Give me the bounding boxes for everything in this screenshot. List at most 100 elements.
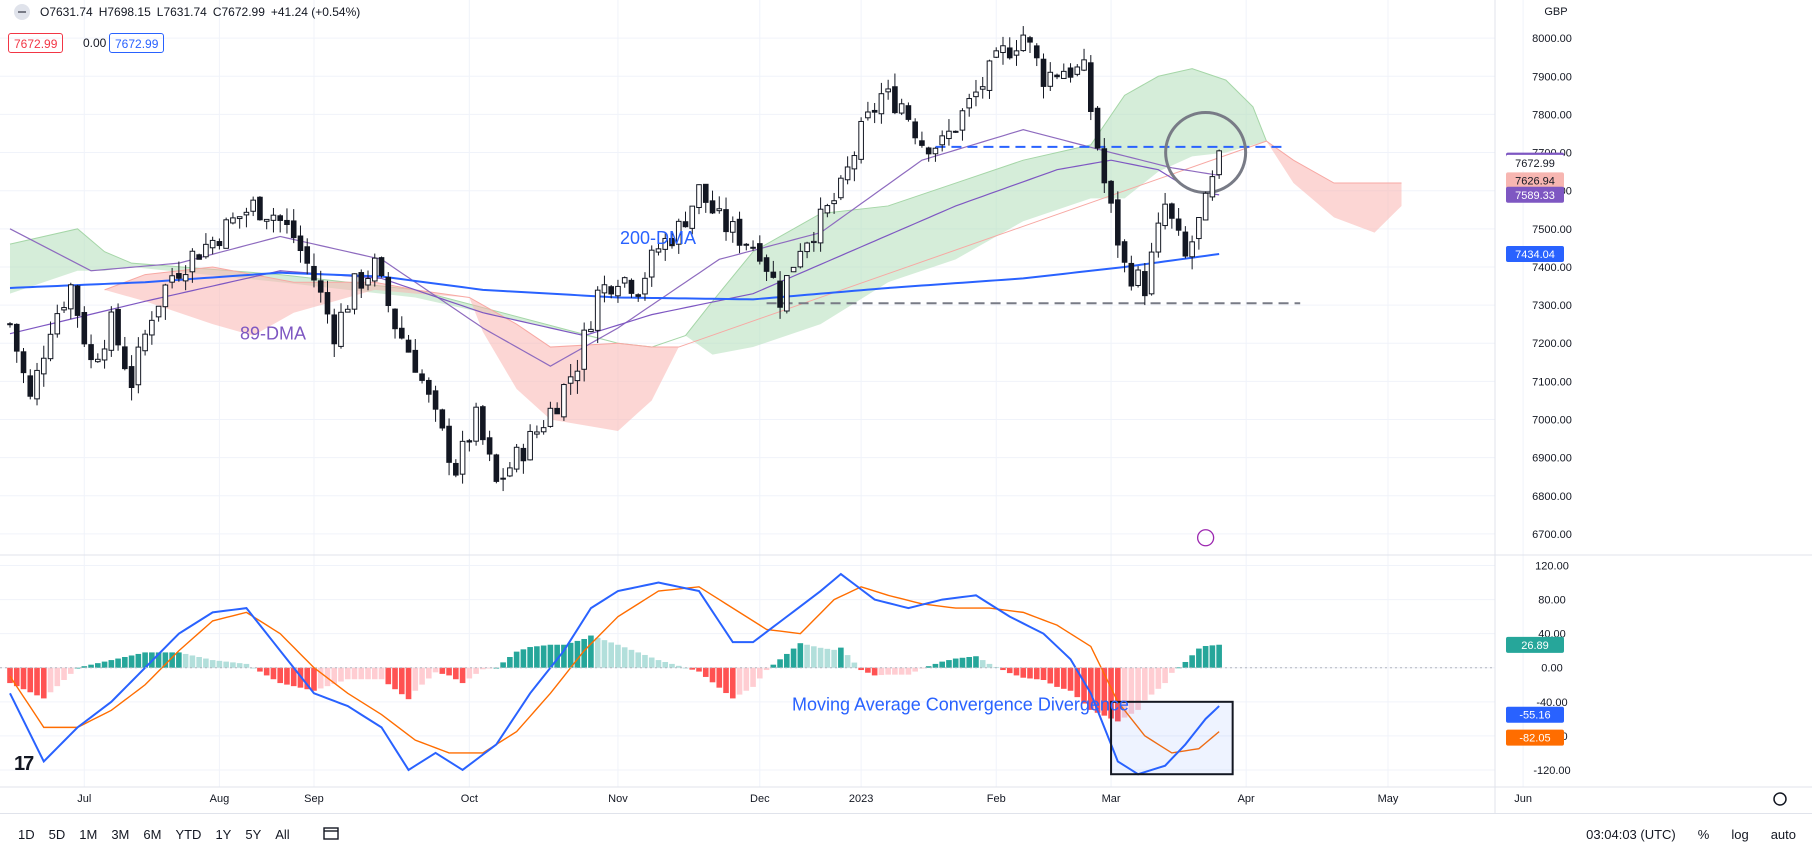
candle-body bbox=[1128, 262, 1135, 287]
range-ytd[interactable]: YTD bbox=[175, 826, 202, 842]
range-5y[interactable]: 5Y bbox=[245, 826, 262, 842]
range-1d[interactable]: 1D bbox=[18, 826, 35, 842]
macd-histogram-bar bbox=[13, 667, 20, 687]
macd-histogram-bar bbox=[750, 667, 756, 687]
macd-line bbox=[9, 572, 1220, 776]
macd-histogram-bar bbox=[966, 657, 973, 668]
candle-body bbox=[939, 135, 945, 146]
macd-histogram-bar bbox=[669, 663, 675, 668]
candle-body bbox=[574, 370, 581, 382]
macd-histogram-bar bbox=[473, 667, 479, 674]
macd-histogram-bar bbox=[892, 667, 898, 675]
candle-body bbox=[284, 219, 290, 226]
macd-tag-label: -82.05 bbox=[1519, 733, 1550, 745]
range-5d[interactable]: 5D bbox=[48, 826, 66, 842]
macd-histogram-bar bbox=[628, 649, 635, 668]
candle-body bbox=[453, 462, 459, 476]
macd-histogram-bar bbox=[155, 652, 162, 668]
macd-histogram-bar bbox=[88, 664, 94, 668]
candle-body bbox=[594, 289, 601, 331]
candle-body bbox=[1000, 45, 1006, 54]
sell-price-box[interactable]: 7672.99 bbox=[8, 33, 64, 53]
candle-body bbox=[952, 130, 959, 133]
macd-histogram-bar bbox=[729, 667, 736, 699]
macd-histogram-bar bbox=[358, 667, 365, 680]
candle-body bbox=[189, 250, 196, 273]
auto-toggle[interactable]: auto bbox=[1770, 826, 1796, 842]
candle-body bbox=[743, 243, 750, 246]
candle-body bbox=[13, 323, 20, 352]
candle-body bbox=[290, 220, 297, 239]
candle-body bbox=[243, 211, 250, 216]
macd-histogram-bar bbox=[432, 667, 439, 673]
time-tick-label: Oct bbox=[461, 793, 478, 805]
percent-toggle[interactable]: % bbox=[1697, 826, 1710, 842]
macd-histogram-bar bbox=[635, 652, 642, 668]
price-tag bbox=[1506, 154, 1564, 171]
candle-body bbox=[500, 477, 506, 480]
range-6m[interactable]: 6M bbox=[143, 826, 162, 842]
candle-body bbox=[892, 86, 898, 114]
candle-body bbox=[648, 249, 655, 278]
candle-body bbox=[344, 308, 351, 313]
time-tick-label: Feb bbox=[987, 793, 1006, 805]
macd-histogram-bar bbox=[642, 654, 648, 668]
macd-histogram-bar bbox=[1128, 667, 1135, 714]
macd-histogram-bar bbox=[1121, 667, 1128, 718]
candle-body bbox=[446, 425, 452, 463]
macd-histogram-bar bbox=[95, 663, 101, 668]
macd-histogram-bar bbox=[1175, 667, 1182, 669]
range-3m[interactable]: 3M bbox=[111, 826, 130, 842]
candle-body bbox=[581, 329, 587, 370]
macd-tick-label: 80.00 bbox=[1538, 595, 1566, 607]
candle-body bbox=[351, 273, 358, 310]
candle-body bbox=[101, 348, 108, 361]
candle-body bbox=[209, 239, 216, 249]
range-1m[interactable]: 1M bbox=[79, 826, 98, 842]
macd-histogram-bar bbox=[952, 658, 959, 668]
candle-body bbox=[1040, 58, 1047, 87]
candle-body bbox=[135, 346, 142, 386]
macd-histogram-bar bbox=[885, 667, 891, 675]
buy-price-box[interactable]: 7672.99 bbox=[109, 33, 165, 53]
macd-histogram-bar bbox=[932, 663, 939, 668]
time-display[interactable]: 03:04:03 (UTC) bbox=[1586, 826, 1676, 842]
candle-body bbox=[689, 205, 696, 229]
macd-histogram-bar bbox=[223, 661, 229, 668]
macd-histogram-bar bbox=[588, 635, 594, 668]
log-toggle[interactable]: log bbox=[1731, 826, 1749, 842]
candle-body bbox=[513, 446, 520, 470]
candle-body bbox=[1175, 218, 1182, 231]
candle-body bbox=[979, 86, 986, 90]
macd-histogram-bar bbox=[615, 644, 621, 668]
trading-chart[interactable]: 8000.007900.007800.007700.007600.007500.… bbox=[0, 0, 1812, 813]
range-all[interactable]: All bbox=[275, 826, 290, 842]
macd-tick-label: -120.00 bbox=[1533, 765, 1570, 777]
macd-histogram-bar bbox=[581, 638, 587, 668]
candle-body bbox=[1148, 251, 1155, 295]
candle-body bbox=[297, 235, 304, 252]
date-range-icon[interactable] bbox=[322, 825, 340, 844]
symbol-icon[interactable] bbox=[14, 4, 30, 20]
macd-histogram-bar bbox=[878, 667, 885, 676]
macd-histogram-bar bbox=[1027, 667, 1033, 679]
range-1y[interactable]: 1Y bbox=[215, 826, 232, 842]
macd-histogram-bar bbox=[216, 660, 223, 668]
macd-histogram-bar bbox=[527, 647, 533, 668]
macd-histogram-bar bbox=[324, 667, 331, 687]
candle-body bbox=[858, 120, 864, 160]
macd-histogram-bar bbox=[1040, 667, 1047, 681]
macd-histogram-bar bbox=[723, 667, 729, 694]
settings-gear-icon[interactable] bbox=[1773, 792, 1787, 806]
candle-body bbox=[1101, 148, 1108, 184]
candle-body bbox=[763, 257, 770, 272]
macd-histogram-bar bbox=[973, 656, 979, 668]
candle-body bbox=[912, 121, 918, 139]
candle-body bbox=[750, 246, 756, 249]
macd-histogram-bar bbox=[648, 657, 655, 668]
macd-histogram-bar bbox=[507, 657, 513, 668]
macd-histogram-bar bbox=[1216, 644, 1222, 668]
candle-body bbox=[790, 266, 797, 273]
candle-body bbox=[925, 147, 932, 155]
price-tag-label: 7626.94 bbox=[1515, 175, 1555, 187]
